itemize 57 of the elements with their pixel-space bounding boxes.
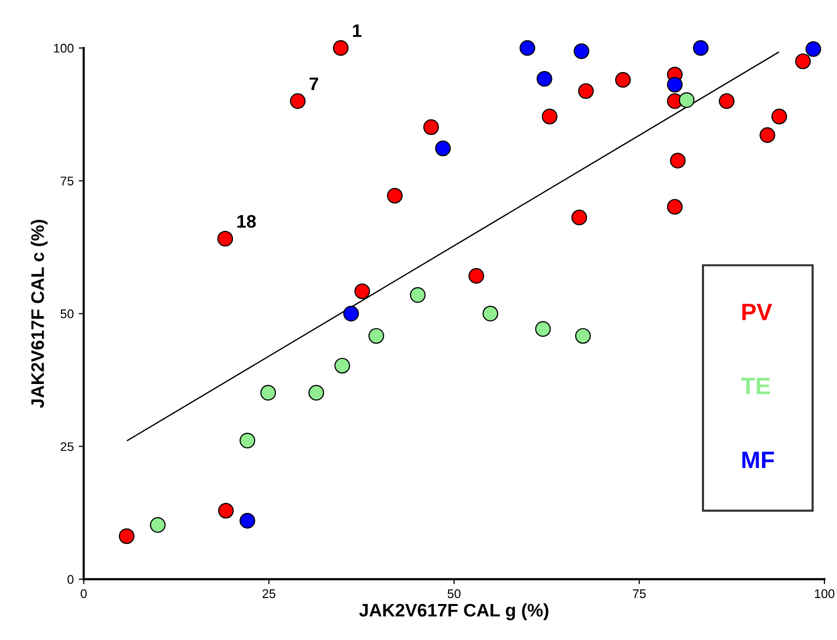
point (535, 321, 551, 337)
point (423, 119, 439, 135)
point (368, 328, 384, 344)
x-tick-label: 75 (632, 589, 646, 598)
point (575, 328, 591, 344)
point (542, 108, 558, 124)
annotation: 18 (237, 214, 256, 228)
point (332, 40, 349, 56)
x-tick-label: 50 (448, 589, 461, 598)
text: PV (742, 304, 772, 320)
point (666, 198, 683, 215)
point (343, 306, 359, 322)
point (260, 384, 276, 401)
text: TE (741, 378, 770, 394)
point (760, 127, 776, 143)
point (678, 92, 695, 108)
point (718, 93, 735, 109)
y-tick-label: 75 (60, 176, 74, 186)
y-tick-label: 0 (68, 575, 74, 584)
annotation: 1 (352, 24, 362, 37)
point (468, 268, 484, 284)
point (574, 43, 590, 60)
annotation: 7 (310, 78, 318, 90)
y-tick-label: 25 (60, 442, 74, 452)
point (218, 502, 234, 519)
x-tick-label: 0 (80, 589, 87, 598)
point (805, 41, 822, 57)
x-tick-label: 100 (814, 589, 834, 598)
point (354, 283, 370, 300)
point (578, 83, 594, 99)
y-tick-label: 50 (60, 309, 74, 318)
point (520, 40, 536, 56)
point (290, 93, 306, 109)
point (217, 230, 234, 247)
x-axis-title: JAK2V617F CAL g (%) (359, 603, 548, 620)
point (240, 512, 256, 529)
point (692, 40, 709, 56)
point (536, 70, 552, 87)
point (795, 53, 811, 70)
point (771, 108, 788, 124)
point (435, 140, 451, 156)
point (240, 432, 256, 448)
point (615, 72, 631, 88)
point (670, 152, 686, 168)
text: MF (742, 452, 774, 468)
point (308, 384, 324, 401)
point (150, 517, 166, 533)
point (666, 76, 683, 92)
y-axis-title: JAK2V617F CAL c (%) (30, 220, 48, 408)
point (386, 188, 403, 204)
point (482, 306, 498, 322)
point (571, 210, 588, 226)
point (334, 358, 350, 374)
y-tick-label: 100 (54, 44, 74, 53)
point (410, 287, 426, 303)
x-tick-label: 25 (262, 589, 276, 598)
point (118, 528, 134, 544)
